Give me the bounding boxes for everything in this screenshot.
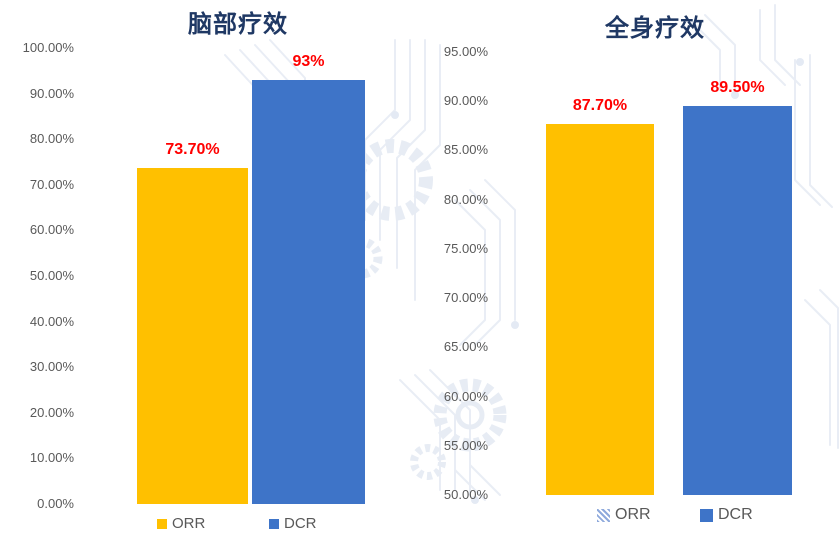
y-axis-tick-label: 0.00% <box>37 496 74 511</box>
value-label-orr: 73.70% <box>165 140 220 158</box>
y-axis-tick-label: 50.00% <box>29 268 74 283</box>
legend-item-orr: ORR <box>157 516 205 532</box>
legend-swatch-orr-icon <box>157 519 167 529</box>
y-axis-tick-label: 70.00% <box>443 290 488 306</box>
value-label-orr: 87.70% <box>572 96 628 114</box>
chart-title-brain-efficacy: 脑部疗效 <box>188 11 288 38</box>
legend-label: ORR <box>172 515 206 532</box>
bar-orr <box>137 167 248 504</box>
legend-item-orr: ORR <box>597 507 651 523</box>
y-axis-tick-label: 60.00% <box>443 388 488 404</box>
legend-item-dcr: DCR <box>700 507 753 523</box>
y-axis-tick-label: 90.00% <box>443 93 488 109</box>
legend-label: DCR <box>718 506 753 523</box>
bar-dcr <box>683 106 792 495</box>
y-axis-tick-label: 80.00% <box>29 131 74 147</box>
y-axis-tick-label: 10.00% <box>29 450 74 466</box>
y-axis-tick-label: 70.00% <box>29 176 74 192</box>
y-axis-tick-label: 40.00% <box>29 313 74 329</box>
legend-swatch-dcr-icon <box>269 519 279 529</box>
y-axis-tick-label: 100.00% <box>22 40 74 55</box>
y-axis-tick-label: 80.00% <box>443 191 488 207</box>
y-axis-tick-label: 75.00% <box>443 240 488 256</box>
chart-title-systemic-efficacy: 全身疗效 <box>605 15 705 42</box>
bar-dcr <box>252 79 365 504</box>
y-axis-tick-label: 20.00% <box>29 404 74 420</box>
legend-label: DCR <box>284 515 317 532</box>
y-axis-tick-label: 60.00% <box>29 222 74 238</box>
y-axis-tick-label: 90.00% <box>29 85 74 101</box>
legend-item-dcr: DCR <box>269 516 317 532</box>
y-axis-tick-label: 30.00% <box>29 359 74 375</box>
value-label-dcr: 89.50% <box>710 79 765 97</box>
bar-orr <box>546 123 654 495</box>
legend-swatch-dcr-icon <box>700 508 713 522</box>
y-axis-tick-label: 95.00% <box>443 44 488 59</box>
y-axis-tick-label: 85.00% <box>443 142 488 158</box>
y-axis-tick-label: 65.00% <box>443 339 488 355</box>
value-label-dcr: 93% <box>292 52 325 70</box>
y-axis-tick-label: 50.00% <box>443 487 488 502</box>
y-axis-tick-label: 55.00% <box>443 437 488 453</box>
legend-swatch-orr-hatched-icon <box>597 508 610 522</box>
legend-label: ORR <box>615 506 651 523</box>
